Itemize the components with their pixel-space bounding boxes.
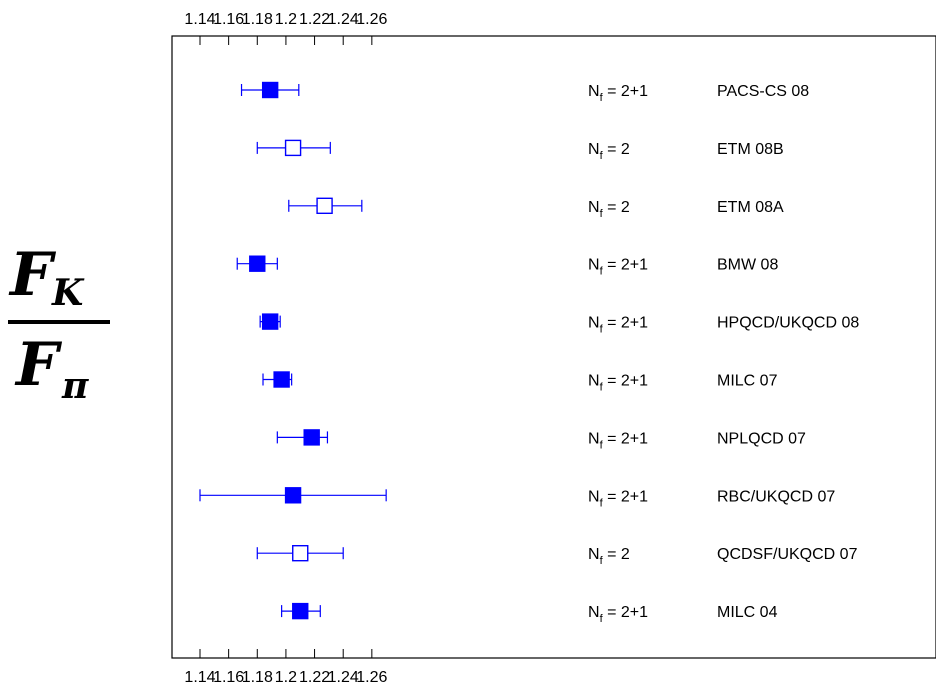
collaboration-label: MILC 07 [717, 373, 778, 390]
ylabel-denominator-letter: F [14, 330, 63, 400]
collaboration-label: MILC 04 [717, 604, 778, 621]
data-point-filled [303, 429, 320, 446]
top-tick-label: 1.18 [242, 11, 273, 28]
top-tick-label: 1.26 [356, 11, 387, 28]
bottom-tick-label: 1.16 [213, 669, 244, 686]
plot-frame [171, 35, 936, 659]
collaboration-label: ETM 08A [717, 199, 784, 216]
axis-ticks: 1.141.141.161.161.181.181.21.21.221.221.… [184, 11, 387, 686]
bottom-tick-label: 1.22 [299, 669, 330, 686]
data-point-open [316, 197, 333, 215]
data-rows: Nf = 2+1 PACS-CS 08 Nf = 2 ETM 08B Nf = 2 ETM… [199, 81, 859, 625]
flavor-count-label: Nf = 2 [588, 141, 630, 162]
collaboration-label: HPQCD/UKQCD 08 [717, 315, 859, 332]
bottom-tick-label: 1.24 [328, 669, 359, 686]
collaboration-label: ETM 08B [717, 141, 784, 158]
top-tick-label: 1.24 [328, 11, 359, 28]
flavor-count-label: Nf = 2+1 [588, 315, 648, 336]
flavor-count-label: Nf = 2+1 [588, 488, 648, 509]
top-tick-label: 1.14 [184, 11, 215, 28]
data-point-filled [261, 81, 279, 99]
collaboration-label: RBC/UKQCD 07 [717, 488, 835, 505]
bottom-tick-label: 1.14 [184, 669, 215, 686]
data-row: Nf = 2+1 BMW 08 [236, 255, 778, 278]
data-row: Nf = 2 ETM 08A [288, 197, 784, 220]
top-tick-label: 1.2 [275, 11, 297, 28]
data-point-open [284, 139, 302, 157]
data-row: Nf = 2 ETM 08B [256, 139, 784, 162]
top-tick-label: 1.22 [299, 11, 330, 28]
data-row: Nf = 2+1 MILC 04 [281, 602, 778, 625]
data-point-filled [249, 255, 266, 272]
data-row: Nf = 2+1 RBC/UKQCD 07 [199, 487, 835, 509]
data-point-filled [292, 602, 309, 620]
data-row: Nf = 2+1 MILC 07 [262, 371, 778, 394]
flavor-count-label: Nf = 2+1 [588, 604, 648, 625]
ylabel-denominator-sub: π [61, 365, 89, 407]
ylabel-numerator-sub: K [51, 272, 85, 314]
flavor-count-label: Nf = 2+1 [588, 83, 648, 104]
data-row: Nf = 2+1 NPLQCD 07 [276, 429, 806, 451]
y-axis-label: F K F π [8, 240, 110, 407]
collaboration-label: PACS-CS 08 [717, 83, 809, 100]
data-point-open [292, 545, 309, 562]
flavor-count-label: Nf = 2+1 [588, 430, 648, 451]
data-row: Nf = 2+1 PACS-CS 08 [240, 81, 809, 104]
bottom-tick-label: 1.26 [356, 669, 387, 686]
collaboration-label: QCDSF/UKQCD 07 [717, 546, 858, 563]
flavor-count-label: Nf = 2+1 [588, 257, 648, 278]
collaboration-label: BMW 08 [717, 257, 778, 274]
top-tick-label: 1.16 [213, 11, 244, 28]
flavor-count-label: Nf = 2 [588, 199, 630, 220]
data-row: Nf = 2 QCDSF/UKQCD 07 [256, 545, 858, 567]
bottom-tick-label: 1.18 [242, 669, 273, 686]
collaboration-label: NPLQCD 07 [717, 430, 806, 447]
data-row: Nf = 2+1 HPQCD/UKQCD 08 [259, 313, 859, 336]
data-point-filled [284, 487, 302, 504]
data-point-filled [261, 313, 279, 330]
flavor-count-label: Nf = 2+1 [588, 373, 648, 394]
flavor-count-label: Nf = 2 [588, 546, 630, 567]
ylabel-numerator-letter: F [8, 240, 57, 310]
bottom-tick-label: 1.2 [275, 669, 297, 686]
data-point-filled [273, 371, 290, 388]
